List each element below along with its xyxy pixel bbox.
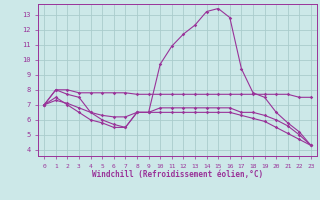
X-axis label: Windchill (Refroidissement éolien,°C): Windchill (Refroidissement éolien,°C) (92, 170, 263, 179)
